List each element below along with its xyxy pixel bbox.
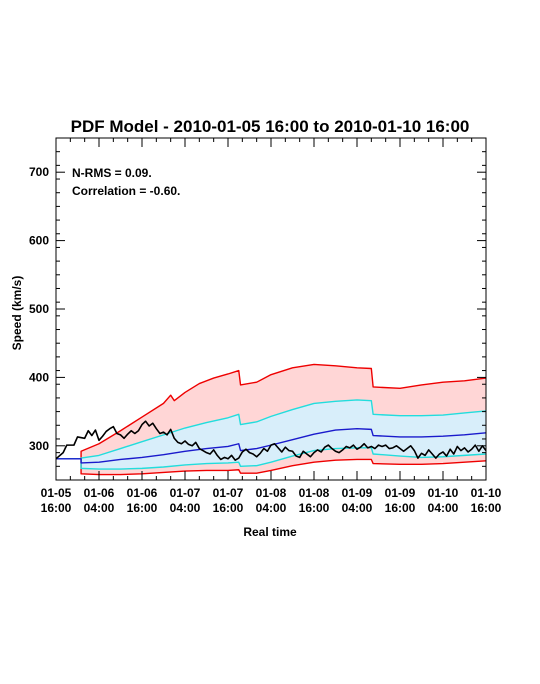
x-tick-label-time: 04:00: [256, 501, 287, 515]
x-tick-label-date: 01-06: [127, 486, 158, 500]
x-tick-label-time: 16:00: [41, 501, 72, 515]
series-line-lower-outer: [56, 458, 487, 476]
x-tick-label-date: 01-06: [84, 486, 115, 500]
x-tick-label-date: 01-10: [428, 486, 459, 500]
annotation-correlation: Correlation = -0.60.: [72, 184, 180, 198]
series-line-upper-inner: [56, 399, 487, 460]
series-lines: [55, 363, 487, 476]
x-tick-label-time: 16:00: [385, 501, 416, 515]
x-tick-label-date: 01-10: [471, 486, 502, 500]
x-tick-label-time: 04:00: [170, 501, 201, 515]
inner-band-fill: [56, 399, 486, 470]
x-tick-label-date: 01-07: [170, 486, 201, 500]
series-line-upper-outer: [56, 363, 487, 460]
y-tick-label: 400: [29, 370, 49, 384]
x-tick-label-date: 01-08: [256, 486, 287, 500]
y-tick-label: 500: [29, 302, 49, 316]
x-tick-label-time: 16:00: [213, 501, 244, 515]
x-tick-label-date: 01-09: [342, 486, 373, 500]
prediction-bands: [56, 364, 486, 475]
x-tick-label-time: 16:00: [471, 501, 502, 515]
series-line-median: [56, 428, 487, 464]
series-line-lower-inner: [56, 447, 487, 470]
x-tick-label-time: 04:00: [428, 501, 459, 515]
x-tick-label-time: 04:00: [84, 501, 115, 515]
x-tick-label-date: 01-09: [385, 486, 416, 500]
y-axis-label: Speed (km/s): [10, 276, 24, 351]
y-tick-label: 700: [29, 165, 49, 179]
x-tick-label-time: 16:00: [127, 501, 158, 515]
x-tick-label-date: 01-05: [41, 486, 72, 500]
x-tick-label-time: 04:00: [342, 501, 373, 515]
y-tick-label: 600: [29, 234, 49, 248]
series-line-observed: [55, 420, 487, 461]
chart-title: PDF Model - 2010-01-05 16:00 to 2010-01-…: [71, 117, 470, 136]
annotation-nrms: N-RMS = 0.09.: [72, 166, 152, 180]
x-axis-label: Real time: [243, 525, 297, 539]
y-tick-label: 300: [29, 439, 49, 453]
x-tick-label-date: 01-08: [299, 486, 330, 500]
x-tick-label-time: 16:00: [299, 501, 330, 515]
plot-axes: 30040050060070001-0516:0001-0604:0001-06…: [29, 137, 502, 515]
x-tick-label-date: 01-07: [213, 486, 244, 500]
